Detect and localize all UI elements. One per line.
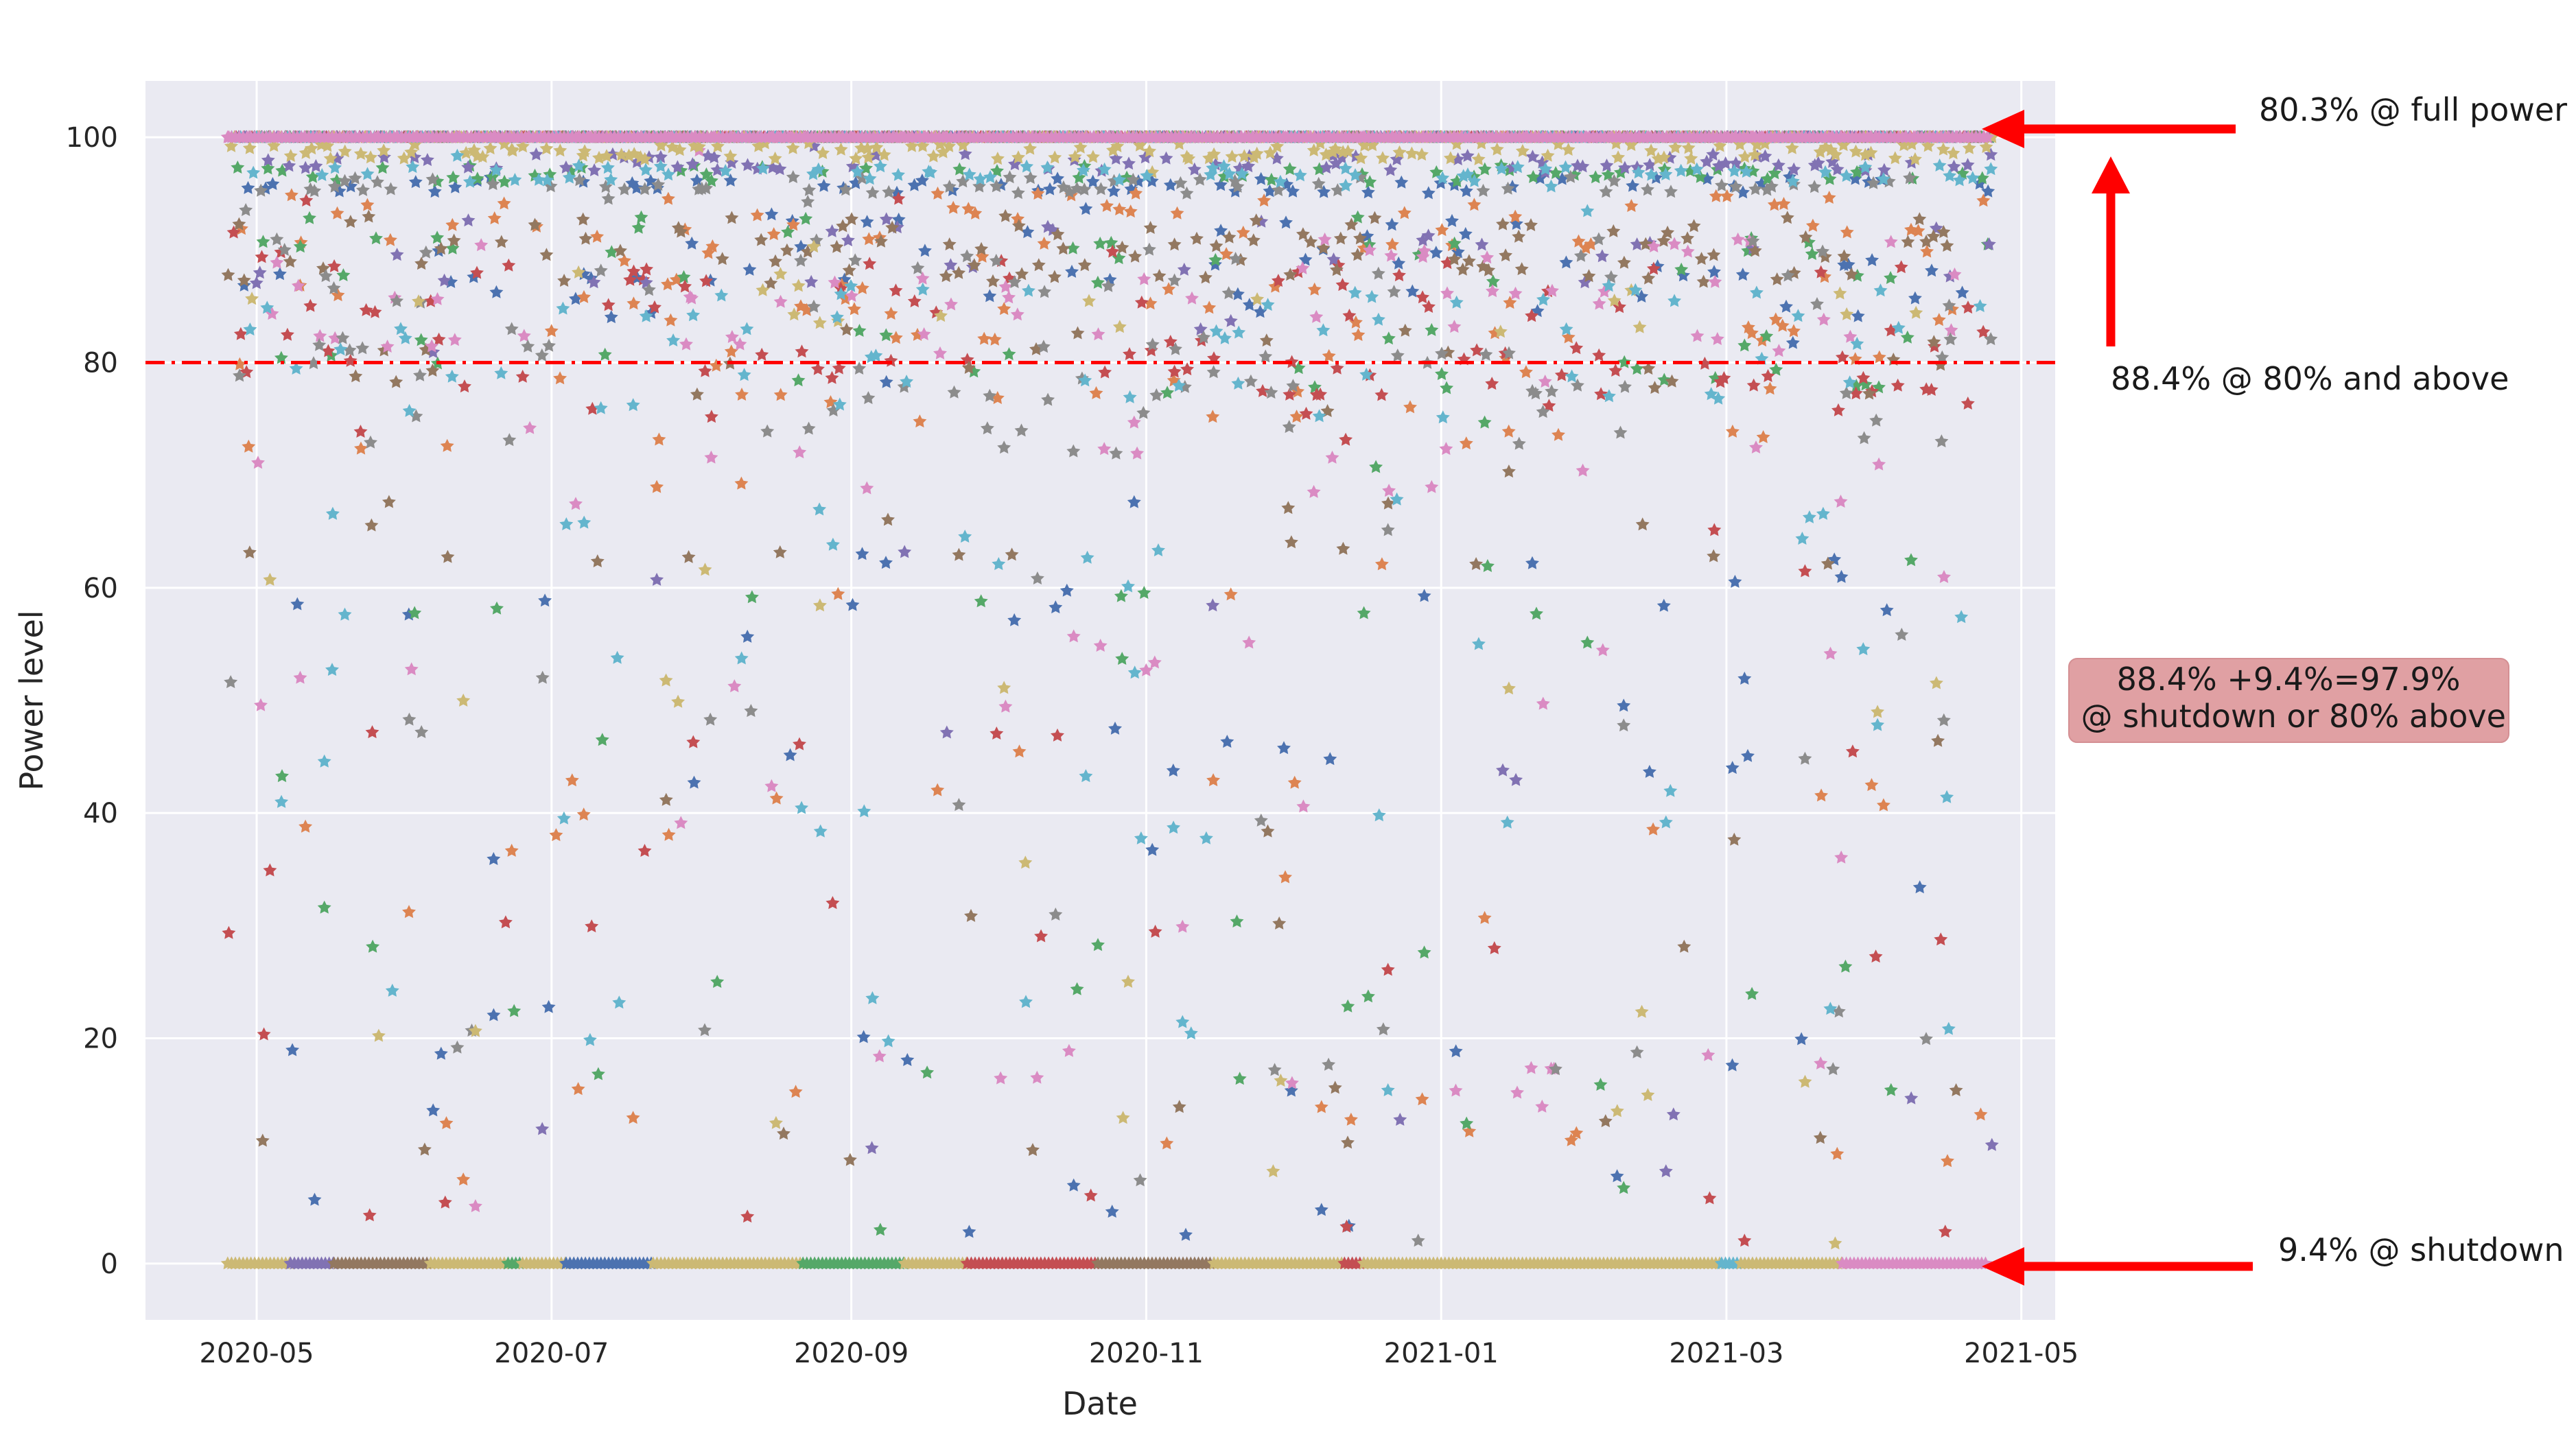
x-tick-label: 2021-03	[1669, 1338, 1783, 1369]
x-tick-label: 2020-07	[494, 1338, 609, 1369]
summary-box: 88.4% +9.4%=97.9% @ shutdown or 80% abov…	[2068, 658, 2509, 743]
y-tick-label: 80	[83, 347, 118, 379]
annotation-shutdown: 9.4% @ shutdown	[2278, 1231, 2564, 1268]
summary-line-1: 88.4% +9.4%=97.9%	[2117, 661, 2461, 698]
x-axis-ticks: 2020-05 2020-07 2020-09 2020-11 2021-01 2021-…	[199, 1338, 2079, 1369]
annotation-full-power: 80.3% @ full power	[2259, 91, 2567, 128]
annotations: 80.3% @ full power 88.4% @ 80% and above…	[1982, 91, 2567, 1286]
x-tick-label: 2021-01	[1384, 1338, 1499, 1369]
arrow-full-power-head	[1982, 110, 2024, 148]
y-tick-label: 40	[83, 798, 118, 829]
y-axis-label: Power level	[13, 610, 50, 790]
x-tick-label: 2021-05	[1964, 1338, 2079, 1369]
y-tick-label: 20	[83, 1024, 118, 1055]
x-tick-label: 2020-11	[1089, 1338, 1204, 1369]
arrow-shutdown-head	[1982, 1247, 2024, 1286]
summary-line-2: @ shutdown or 80% above	[2071, 698, 2506, 735]
y-tick-label: 100	[66, 122, 118, 154]
summary-box-background	[2068, 658, 2509, 743]
plot-background	[145, 81, 2055, 1320]
y-tick-label: 0	[101, 1249, 118, 1280]
x-tick-label: 2020-09	[794, 1338, 909, 1369]
y-tick-label: 60	[83, 573, 118, 604]
y-axis-ticks: 0 20 40 60 80 100	[66, 122, 118, 1280]
x-axis-label: Date	[1062, 1385, 1138, 1422]
annotation-80-above: 88.4% @ 80% and above	[2111, 360, 2509, 397]
arrow-80-above-head	[2092, 156, 2130, 193]
x-tick-label: 2020-05	[199, 1338, 314, 1369]
